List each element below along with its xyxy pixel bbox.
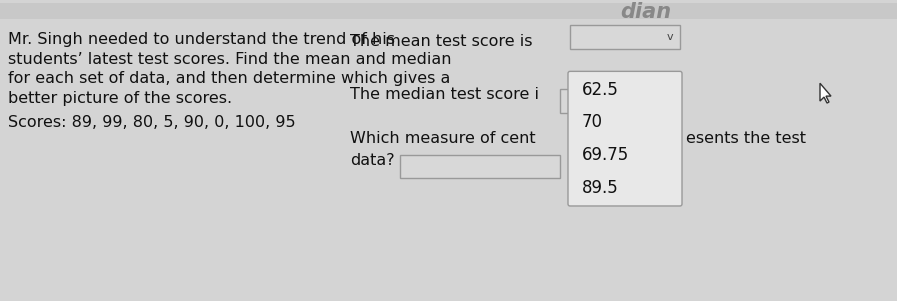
Text: The median test score i: The median test score i [350, 87, 539, 102]
Text: esents the test: esents the test [686, 131, 806, 146]
Text: better picture of the scores.: better picture of the scores. [8, 91, 232, 106]
Text: The mean test score is: The mean test score is [350, 34, 533, 49]
FancyBboxPatch shape [0, 3, 897, 19]
FancyBboxPatch shape [560, 89, 670, 113]
Text: dian: dian [620, 2, 671, 22]
Text: 69.75: 69.75 [582, 146, 630, 164]
Text: 89.5: 89.5 [582, 179, 619, 197]
Text: 62.5: 62.5 [582, 81, 619, 99]
Text: 70: 70 [582, 113, 603, 131]
FancyBboxPatch shape [400, 154, 560, 178]
FancyBboxPatch shape [570, 25, 680, 48]
Text: Which measure of cent: Which measure of cent [350, 131, 536, 146]
Text: students’ latest test scores. Find the mean and median: students’ latest test scores. Find the m… [8, 51, 451, 67]
Text: data?: data? [350, 153, 395, 168]
Text: for each set of data, and then determine which gives a: for each set of data, and then determine… [8, 71, 450, 86]
Text: v: v [666, 32, 674, 42]
FancyBboxPatch shape [568, 71, 682, 206]
Polygon shape [820, 83, 831, 103]
Text: Mr. Singh needed to understand the trend of his: Mr. Singh needed to understand the trend… [8, 32, 395, 47]
Text: Scores: 89, 99, 80, 5, 90, 0, 100, 95: Scores: 89, 99, 80, 5, 90, 0, 100, 95 [8, 115, 296, 130]
